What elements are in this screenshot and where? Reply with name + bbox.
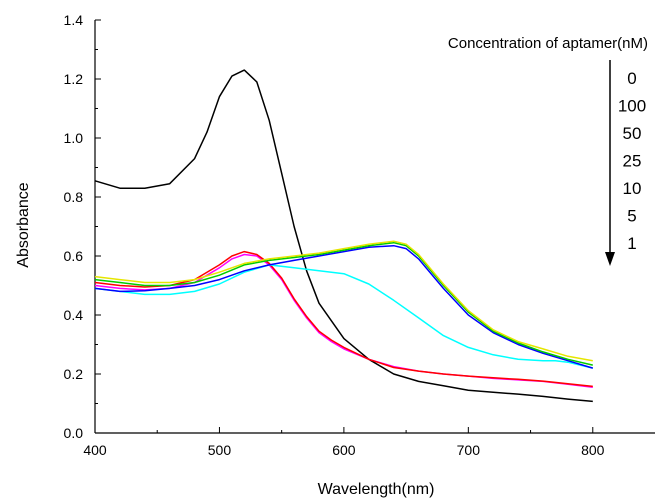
legend-value: 25: [623, 152, 642, 171]
series-line-0: [94, 69, 593, 403]
y-tick-label: 0.8: [64, 189, 84, 205]
legend: Concentration of aptamer(nM) 0 100 50 25 10 5 1: [448, 35, 648, 266]
y-tick-label: 0.0: [64, 425, 84, 441]
y-tick-label: 1.4: [64, 12, 84, 28]
series-layer: [94, 69, 594, 403]
legend-value: 50: [623, 124, 642, 143]
x-tick-label: 800: [581, 442, 605, 458]
legend-value: 0: [627, 69, 636, 88]
y-tick-label: 0.2: [64, 366, 84, 382]
x-tick-label: 700: [457, 442, 481, 458]
y-axis-title: Absorbance: [15, 182, 32, 267]
legend-title: Concentration of aptamer(nM): [448, 35, 648, 52]
series-line-4: [94, 244, 594, 369]
x-tick-label: 500: [208, 442, 232, 458]
y-tick-label: 0.4: [64, 307, 84, 323]
y-tick-label: 1.0: [64, 130, 84, 146]
y-tick-label: 0.6: [64, 248, 84, 264]
series-line-6: [94, 240, 593, 362]
series-line-5: [94, 241, 593, 366]
x-tick-label: 400: [83, 442, 107, 458]
x-axis-title: Wavelength(nm): [318, 481, 435, 498]
series-line-3: [94, 264, 593, 369]
legend-arrow-head: [605, 252, 615, 266]
legend-value: 5: [627, 207, 636, 226]
legend-value: 100: [618, 97, 646, 116]
y-tick-label: 1.2: [64, 71, 84, 87]
series-line-2: [94, 250, 593, 388]
x-tick-label: 600: [332, 442, 356, 458]
legend-value: 10: [623, 179, 642, 198]
legend-value: 1: [627, 234, 636, 253]
